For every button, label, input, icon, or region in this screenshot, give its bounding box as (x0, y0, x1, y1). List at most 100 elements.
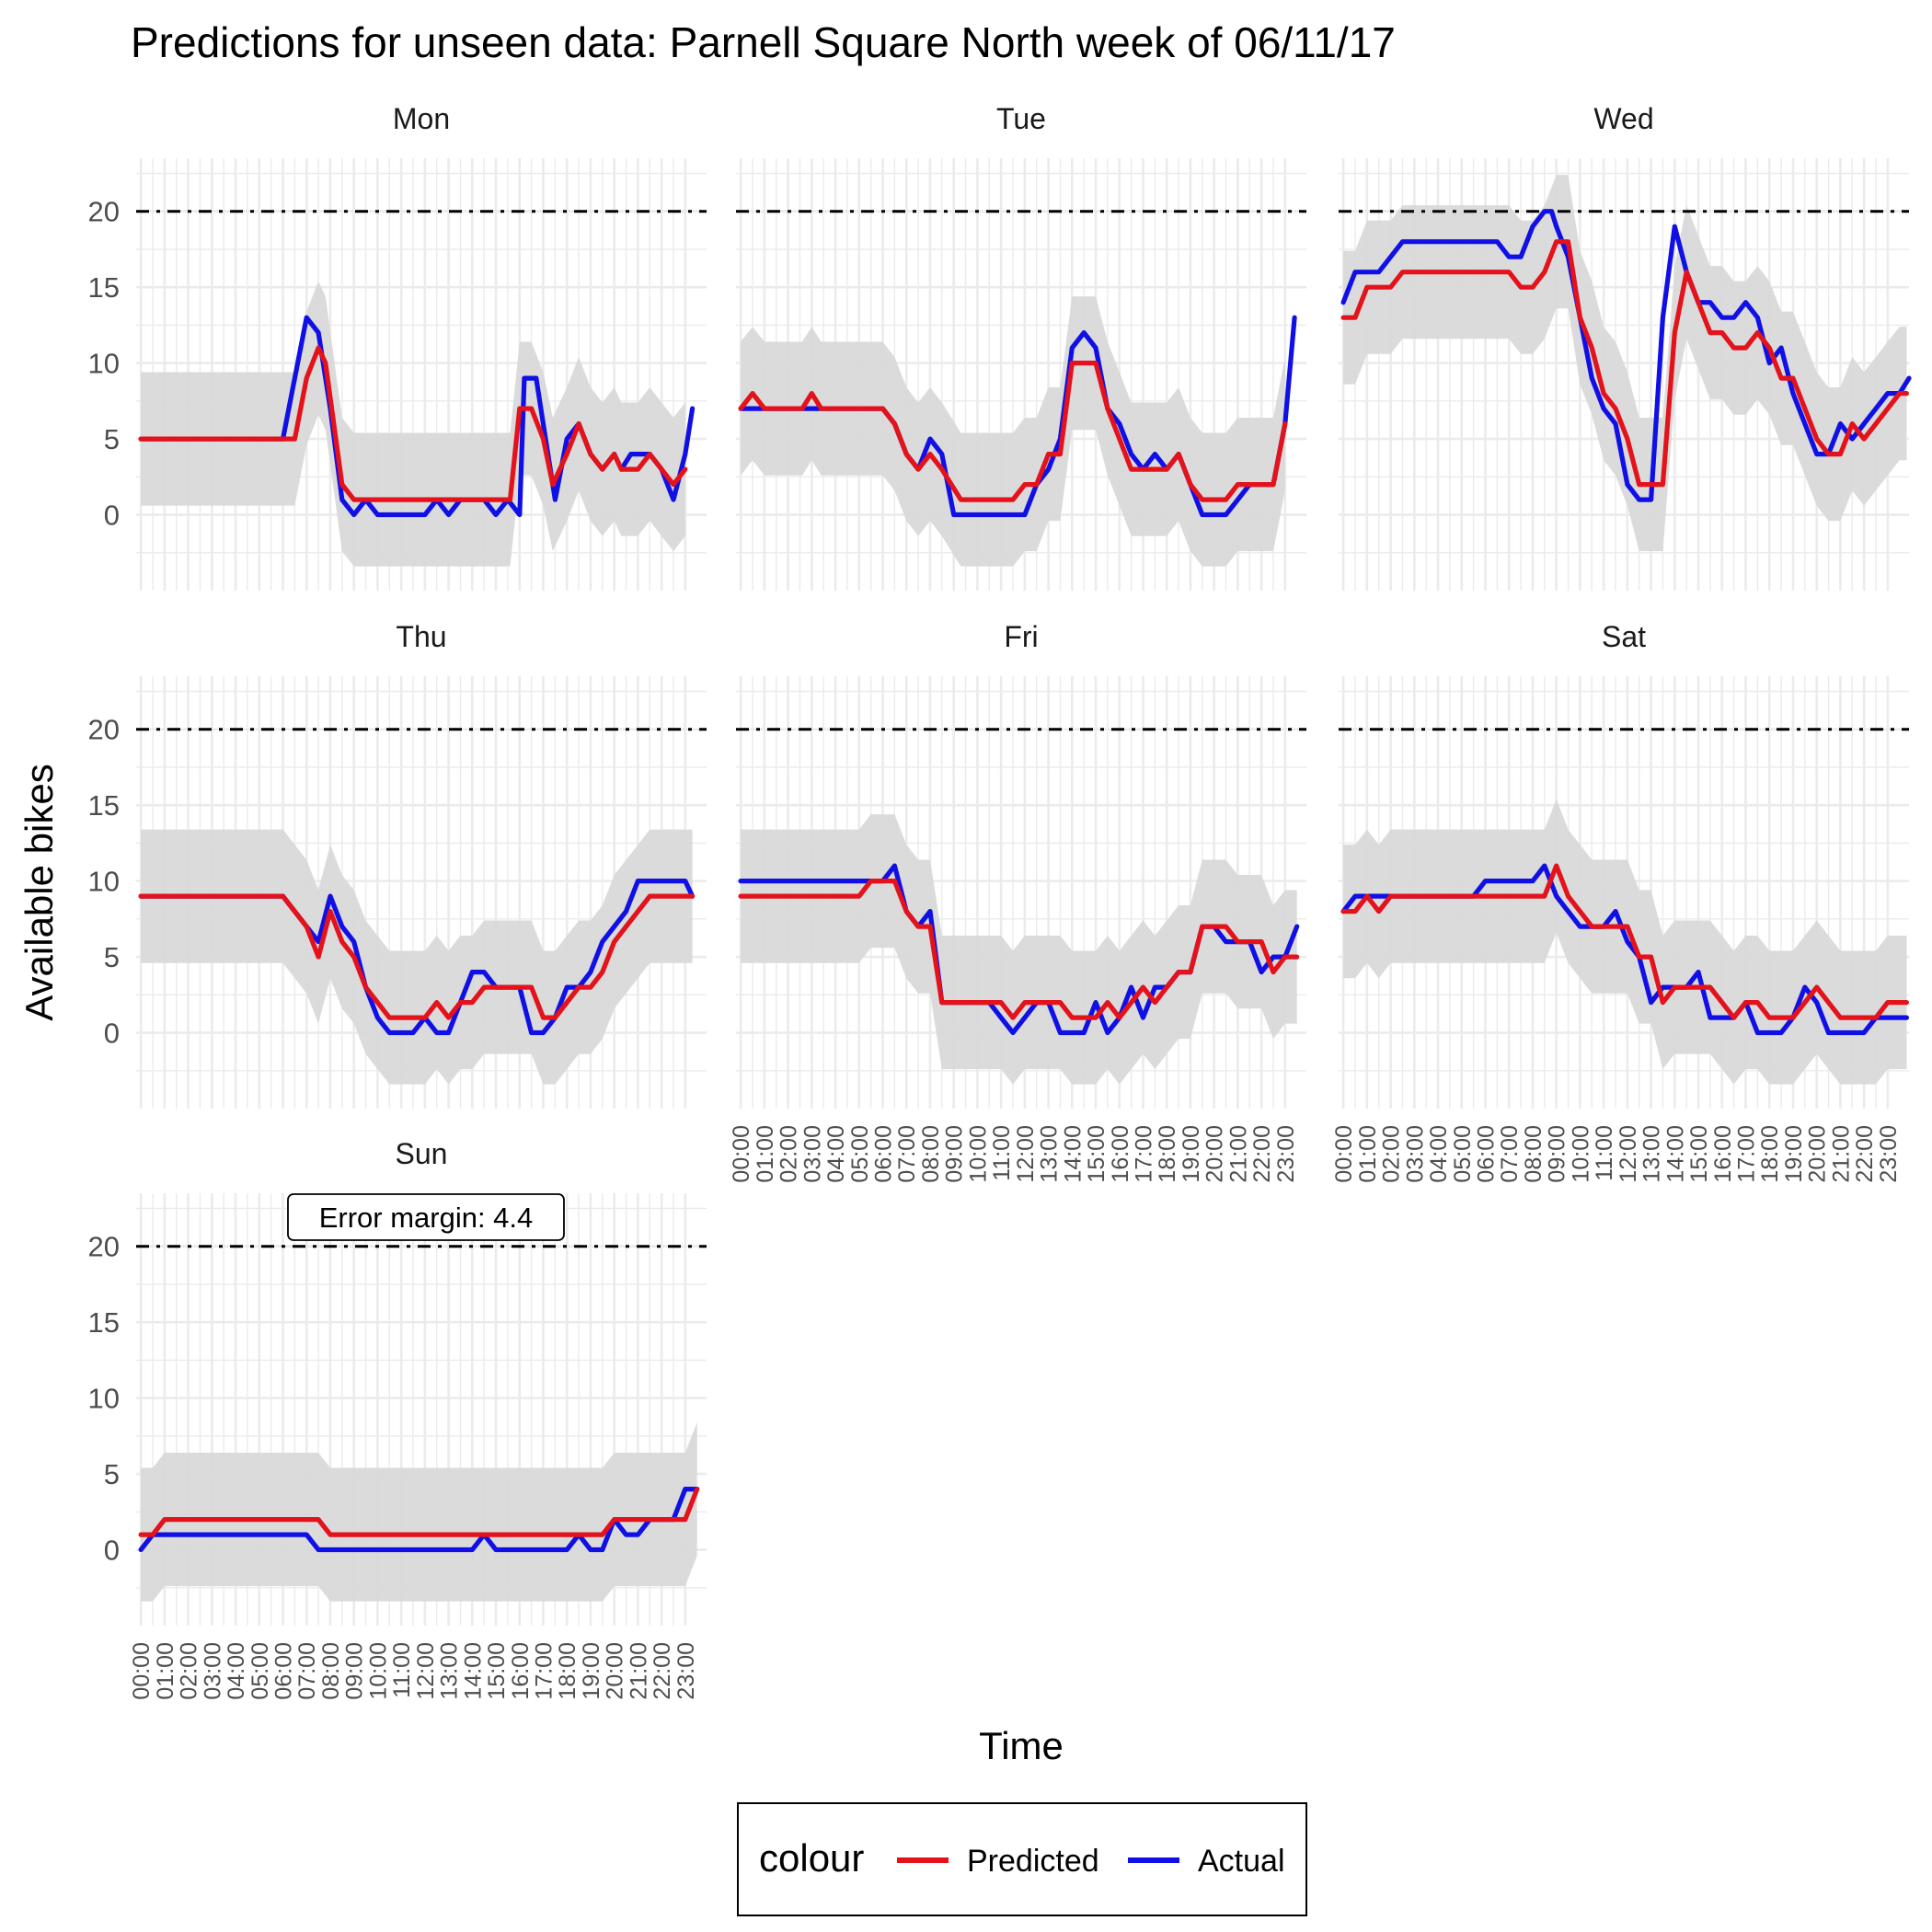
x-tick-label: 18:00 (555, 1642, 581, 1700)
series-line-predicted (138, 893, 696, 1020)
x-tick-label: 15:00 (1686, 1125, 1712, 1183)
y-tick-label: 20 (88, 1231, 120, 1263)
series-line-predicted (738, 361, 1288, 502)
legend-label-predicted: Predicted (967, 1844, 1099, 1879)
x-tick-label: 03:00 (200, 1642, 225, 1700)
legend-entries: Predicted Actual (897, 1844, 1285, 1879)
x-tick-label: 01:00 (153, 1642, 178, 1700)
series-line-predicted (1340, 239, 1909, 488)
x-tick-label: 02:00 (776, 1125, 802, 1183)
y-tick-label: 10 (88, 866, 120, 898)
y-axis-title: Available bikes (17, 764, 61, 1020)
x-tick-label: 08:00 (918, 1125, 944, 1183)
x-tick-label: 17:00 (531, 1642, 557, 1700)
error-ribbon (1343, 175, 1907, 552)
x-tick-label: 09:00 (1545, 1125, 1570, 1183)
legend-label-actual: Actual (1198, 1844, 1285, 1879)
x-tick-label: 20:00 (603, 1642, 628, 1700)
x-tick-label: 21:00 (1828, 1125, 1854, 1183)
x-tick-label: 04:00 (823, 1125, 849, 1183)
x-tick-label: 22:00 (650, 1642, 675, 1700)
x-tick-label: 16:00 (508, 1642, 534, 1700)
y-tick-label: 15 (88, 1306, 120, 1339)
panel-strip-fri: Fri (1004, 620, 1038, 653)
y-tick-label: 10 (88, 1383, 120, 1415)
x-tick-label: 01:00 (1355, 1125, 1381, 1183)
y-tick-label: 0 (104, 1535, 120, 1567)
x-tick-label: 03:00 (799, 1125, 825, 1183)
annotation-box (287, 1193, 565, 1241)
x-tick-label: 13:00 (1037, 1125, 1063, 1183)
series-line-predicted (1340, 863, 1909, 1020)
panel-sat: Sat 00:0001:0002:0003:0004:0005:0006:0007… (1331, 620, 1909, 1183)
chart-title: Predictions for unseen data: Parnell Squ… (131, 18, 1396, 66)
x-tick-label: 12:00 (1616, 1125, 1641, 1183)
x-tick-label: 04:00 (224, 1642, 249, 1700)
x-tick-label: 03:00 (1402, 1125, 1428, 1183)
x-tick-label: 09:00 (942, 1125, 968, 1183)
series-line-actual (138, 879, 696, 1036)
x-tick-label: 09:00 (342, 1642, 368, 1700)
x-tick-label: 07:00 (894, 1125, 920, 1183)
panel-strip-tue: Tue (996, 102, 1046, 135)
x-tick-label: 11:00 (389, 1642, 415, 1698)
error-ribbon (141, 1422, 697, 1602)
y-tick-label: 5 (104, 941, 120, 973)
y-tick-label: 10 (88, 348, 120, 380)
x-tick-label: 10:00 (1568, 1125, 1593, 1183)
x-tick-label: 21:00 (1225, 1125, 1251, 1183)
x-tick-label: 11:00 (1592, 1125, 1617, 1181)
x-tick-label: 21:00 (626, 1642, 651, 1700)
x-tick-label: 05:00 (847, 1125, 873, 1183)
x-tick-label: 18:00 (1155, 1125, 1180, 1183)
x-tick-label: 13:00 (1639, 1125, 1665, 1183)
panel-sun: Sun 0 5 10 15 20 00:0001:0002:0003:0004:0005:0… (88, 1137, 707, 1700)
x-tick-label: 14:00 (1662, 1125, 1688, 1183)
x-tick-label: 14:00 (1060, 1125, 1086, 1183)
x-tick-label: 06:00 (1474, 1125, 1500, 1183)
y-tick-label: 15 (88, 789, 120, 822)
panel-fri: Fri 00:0001:0002:0003:0004:0005:0006:0007… (729, 620, 1306, 1183)
annotation-label: Error margin: 4.4 (319, 1202, 534, 1234)
panel-strip-wed: Wed (1593, 102, 1653, 135)
x-tick-label: 02:00 (1379, 1125, 1405, 1183)
x-tick-label: 01:00 (753, 1125, 778, 1183)
x-tick-label: 17:00 (1131, 1125, 1156, 1183)
series-line-actual (138, 315, 696, 518)
error-ribbon (741, 296, 1285, 567)
y-tick-label: 5 (104, 1458, 120, 1490)
x-tick-label: 19:00 (1781, 1125, 1807, 1183)
x-tick-label: 15:00 (1084, 1125, 1110, 1183)
legend: colour Predicted Actual (737, 1802, 1307, 1916)
series-line-actual (1340, 863, 1909, 1036)
legend-box (737, 1802, 1307, 1916)
x-tick-label: 08:00 (318, 1642, 344, 1700)
y-tick-label: 15 (88, 271, 120, 304)
x-tick-label: 00:00 (729, 1125, 754, 1183)
y-tick-label: 0 (104, 500, 120, 532)
x-tick-label: 12:00 (413, 1642, 439, 1700)
x-tick-label: 08:00 (1521, 1125, 1547, 1183)
panel-strip-sat: Sat (1602, 620, 1646, 653)
x-tick-label: 12:00 (1013, 1125, 1039, 1183)
legend-title: colour (759, 1836, 864, 1880)
x-tick-label: 04:00 (1426, 1125, 1452, 1183)
panel-thu: Thu 0 5 10 15 20 (88, 620, 707, 1109)
x-tick-label: 23:00 (1273, 1125, 1299, 1183)
y-tick-label: 20 (88, 196, 120, 228)
panel-strip-mon: Mon (393, 102, 450, 135)
series-line-predicted (738, 879, 1300, 1020)
x-tick-label: 05:00 (1450, 1125, 1476, 1183)
x-tick-label: 13:00 (437, 1642, 463, 1700)
series-line-predicted (138, 1487, 700, 1537)
x-tick-label: 00:00 (1331, 1125, 1357, 1183)
x-tick-label: 22:00 (1852, 1125, 1878, 1183)
panel-strip-thu: Thu (396, 620, 446, 653)
x-tick-label: 20:00 (1805, 1125, 1831, 1183)
x-tick-label: 22:00 (1249, 1125, 1275, 1183)
x-tick-label: 07:00 (1497, 1125, 1523, 1183)
y-tick-label: 5 (104, 423, 120, 455)
x-tick-label: 16:00 (1108, 1125, 1133, 1183)
x-tick-label: 05:00 (247, 1642, 273, 1700)
